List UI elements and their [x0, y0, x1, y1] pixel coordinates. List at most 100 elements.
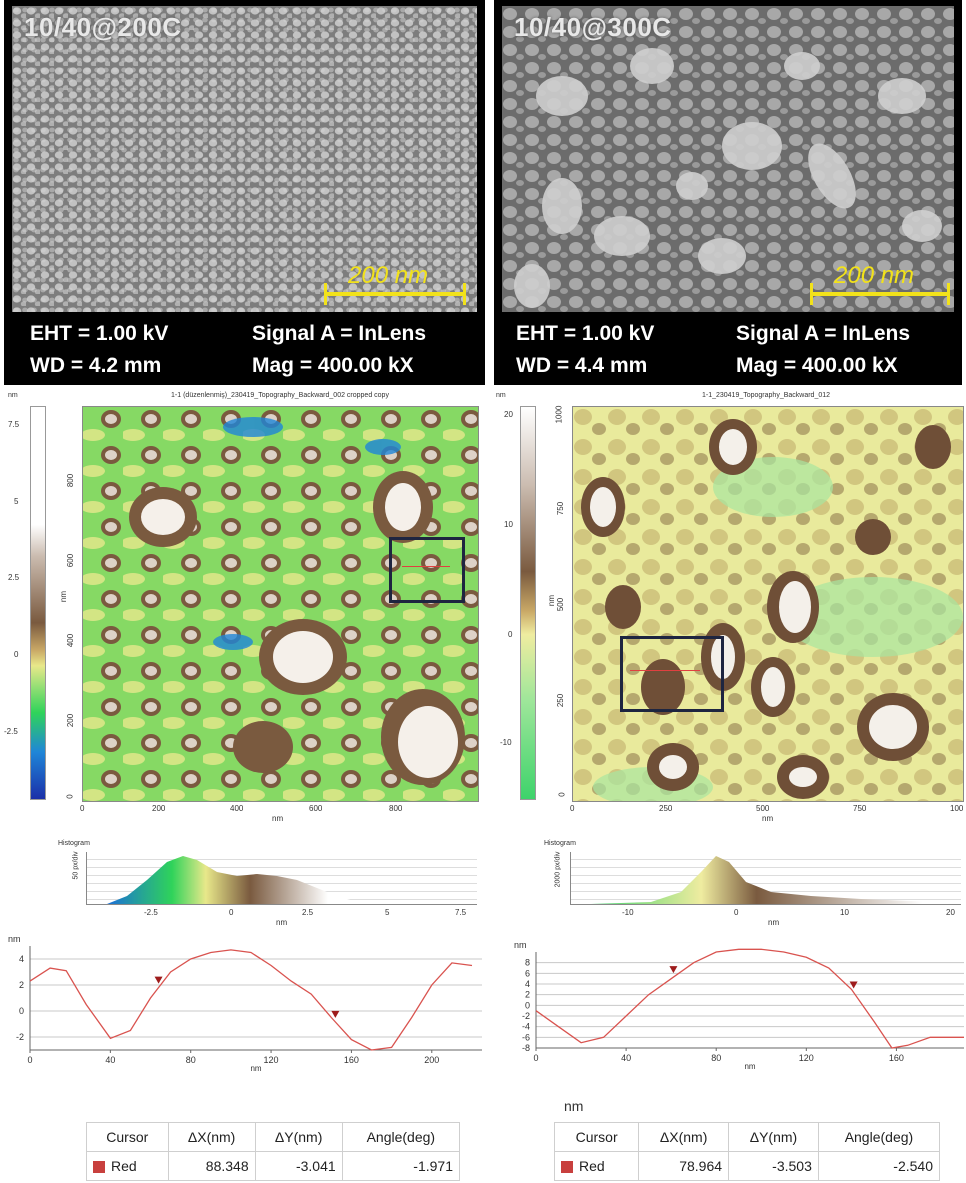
cursor-marker[interactable]: [154, 976, 163, 984]
x-tick-label: 120: [799, 1053, 814, 1063]
histogram-title-right: Histogram: [544, 840, 576, 847]
y-tick-label: 2: [19, 980, 24, 990]
colorbar-tick: -2.5: [4, 727, 18, 736]
x-tick-label: 0: [533, 1053, 538, 1063]
hist-tick: 0: [229, 908, 234, 917]
hist-xlabel-left: nm: [276, 918, 288, 927]
x-tick-label: 160: [344, 1055, 359, 1065]
histogram-ylabel-right: 2000 px/div: [554, 851, 562, 888]
y-tick-label: 2: [525, 990, 530, 1000]
profile-line-right: [630, 670, 700, 671]
mag-label-right: Mag = 400.00 kX: [736, 354, 898, 377]
x-tick-label: 80: [186, 1055, 196, 1065]
table-header: Angle(deg): [817, 1122, 941, 1152]
x-tick: 800: [389, 804, 403, 813]
x-axis-label: nm: [250, 1064, 261, 1072]
cursor-name: Red: [579, 1158, 605, 1174]
angle-cell: -1.971: [341, 1151, 461, 1181]
table-unit-right: nm: [564, 1098, 584, 1114]
selection-box-right[interactable]: [620, 636, 724, 712]
afm-map-right-texture: [573, 407, 963, 801]
table-header: ΔX(nm): [167, 1122, 256, 1152]
hist-tick: 2.5: [302, 908, 314, 917]
x-tick: 0: [570, 804, 575, 813]
signal-label-left: Signal A = InLens: [252, 322, 427, 345]
y-tick-label: -2: [522, 1011, 530, 1021]
colorbar-tick: 0: [508, 630, 513, 639]
hist-tick: 5: [385, 908, 390, 917]
profile-chart-left: 4 2 0 -2 0 40 80 120 160 200 nm: [16, 946, 482, 1072]
histogram-ylabel-left: 50 px/div: [72, 851, 80, 880]
x-tick-label: 40: [105, 1055, 115, 1065]
colorbar-left: [30, 406, 46, 800]
sem-image-right: 10/40@300C 200 nm EHT = 1.00 kV Signal A…: [494, 0, 962, 385]
x-tick: 0: [80, 804, 85, 813]
x-tick-label: 0: [27, 1055, 32, 1065]
y-tick: 600: [66, 553, 76, 568]
scale-label-right: 200 nm: [834, 262, 915, 289]
red-swatch-icon: [93, 1161, 105, 1174]
x-tick-label: 80: [711, 1053, 721, 1063]
eht-label-right: EHT = 1.00 kV: [516, 322, 655, 345]
profile-unit-right: nm: [514, 940, 527, 950]
hist-tick: 7.5: [455, 908, 467, 917]
cursor-marker[interactable]: [669, 966, 678, 974]
y-tick: 800: [66, 473, 76, 488]
sem-title-right: 10/40@300C: [514, 12, 672, 42]
y-tick: 0: [65, 794, 75, 799]
colorbar-tick: 2.5: [8, 573, 20, 582]
histogram-title-left: Histogram: [58, 840, 90, 847]
scale-label-left: 200 nm: [348, 262, 429, 289]
signal-label-right: Signal A = InLens: [736, 322, 911, 345]
colorbar-right: [520, 406, 536, 800]
table-header: Cursor: [86, 1122, 169, 1152]
y-tick-label: 6: [525, 968, 530, 978]
angle-cell: -2.540: [817, 1151, 941, 1181]
table-row[interactable]: Red 88.348 -3.041 -1.971: [86, 1151, 461, 1181]
scale-bar-left: [324, 283, 466, 305]
y-tick: 500: [556, 597, 566, 612]
x-tick: 600: [309, 804, 323, 813]
eht-label-left: EHT = 1.00 kV: [30, 322, 169, 345]
y-tick: 0: [557, 792, 567, 797]
colorbar-tick: 20: [504, 410, 513, 419]
dx-cell: 78.964: [638, 1151, 730, 1181]
histogram-left: [86, 852, 477, 905]
sem-image-left: 10/40@200C 200 nm EHT = 1.00 kV Signal A…: [4, 0, 485, 385]
colorbar-tick: -10: [500, 738, 512, 747]
y-tick-label: 4: [525, 979, 530, 989]
selection-box-left[interactable]: [389, 537, 465, 603]
y-tick-label: 0: [19, 1006, 24, 1016]
cursor-table-left: Cursor ΔX(nm) ΔY(nm) Angle(deg) Red 88.3…: [86, 1122, 461, 1181]
x-tick: 100: [950, 804, 964, 813]
y-tick: 400: [66, 633, 76, 648]
x-tick: 400: [230, 804, 244, 813]
colorbar-tick: 10: [504, 520, 513, 529]
colorbar-unit-right: nm: [496, 392, 506, 399]
y-tick-label: 0: [525, 1000, 530, 1010]
y-tick-label: 8: [525, 958, 530, 968]
sem-texture-right: [502, 6, 954, 312]
y-tick-label: 4: [19, 954, 24, 964]
colorbar-tick: 7.5: [8, 420, 20, 429]
hist-tick: 10: [840, 908, 849, 917]
profile-line-left: [402, 566, 450, 567]
histogram-right-shape: [591, 856, 959, 904]
colorbar-unit-left: nm: [8, 392, 18, 399]
x-axis-label-right: nm: [762, 814, 774, 823]
table-row[interactable]: Red 78.964 -3.503 -2.540: [553, 1151, 941, 1181]
y-tick-label: -4: [522, 1022, 530, 1032]
cursor-cell: Red: [86, 1151, 169, 1181]
cursor-marker[interactable]: [331, 1010, 340, 1018]
table-header: ΔY(nm): [254, 1122, 343, 1152]
x-tick-label: 40: [621, 1053, 631, 1063]
y-tick: 250: [556, 693, 566, 708]
afm-map-left-texture: [83, 407, 478, 801]
cursor-marker[interactable]: [849, 981, 858, 989]
wd-label-right: WD = 4.4 mm: [516, 354, 648, 377]
histogram-right: [570, 852, 961, 905]
dy-cell: -3.503: [728, 1151, 819, 1181]
table-header: Angle(deg): [341, 1122, 461, 1152]
x-tick-label: 200: [424, 1055, 439, 1065]
